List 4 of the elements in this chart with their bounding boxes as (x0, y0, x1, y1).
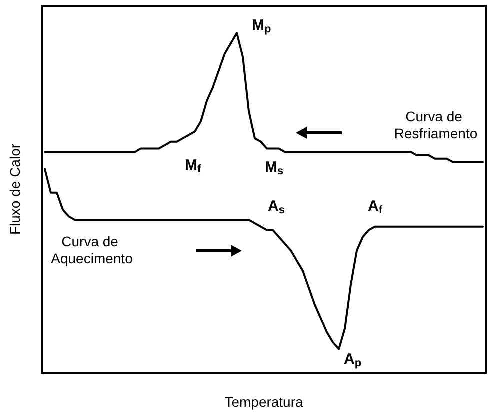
series-label: Curva de Resfriamento (394, 108, 478, 142)
x-axis-title: Temperatura (224, 394, 304, 410)
y-axis-title: Fluxo de Calor (7, 144, 23, 236)
series-label: Curva de Aquecimento (51, 234, 134, 266)
